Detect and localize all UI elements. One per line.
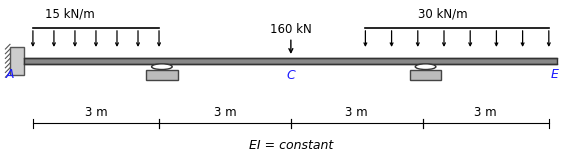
Text: 3 m: 3 m bbox=[346, 106, 368, 119]
Text: E: E bbox=[551, 68, 559, 81]
FancyBboxPatch shape bbox=[10, 47, 24, 75]
Text: 15 kN/m: 15 kN/m bbox=[46, 7, 95, 20]
FancyBboxPatch shape bbox=[146, 69, 177, 80]
Text: D: D bbox=[418, 69, 427, 82]
Text: C: C bbox=[286, 69, 295, 82]
Text: 3 m: 3 m bbox=[85, 106, 107, 119]
Text: 160 kN: 160 kN bbox=[270, 23, 312, 36]
FancyBboxPatch shape bbox=[24, 58, 558, 64]
Circle shape bbox=[151, 64, 172, 69]
Circle shape bbox=[415, 64, 436, 69]
FancyBboxPatch shape bbox=[410, 69, 441, 80]
Text: A: A bbox=[6, 68, 14, 81]
Text: EI = constant: EI = constant bbox=[249, 139, 333, 152]
Text: 3 m: 3 m bbox=[214, 106, 236, 119]
Text: B: B bbox=[155, 69, 164, 82]
Text: 30 kN/m: 30 kN/m bbox=[418, 7, 468, 20]
Text: 3 m: 3 m bbox=[475, 106, 497, 119]
